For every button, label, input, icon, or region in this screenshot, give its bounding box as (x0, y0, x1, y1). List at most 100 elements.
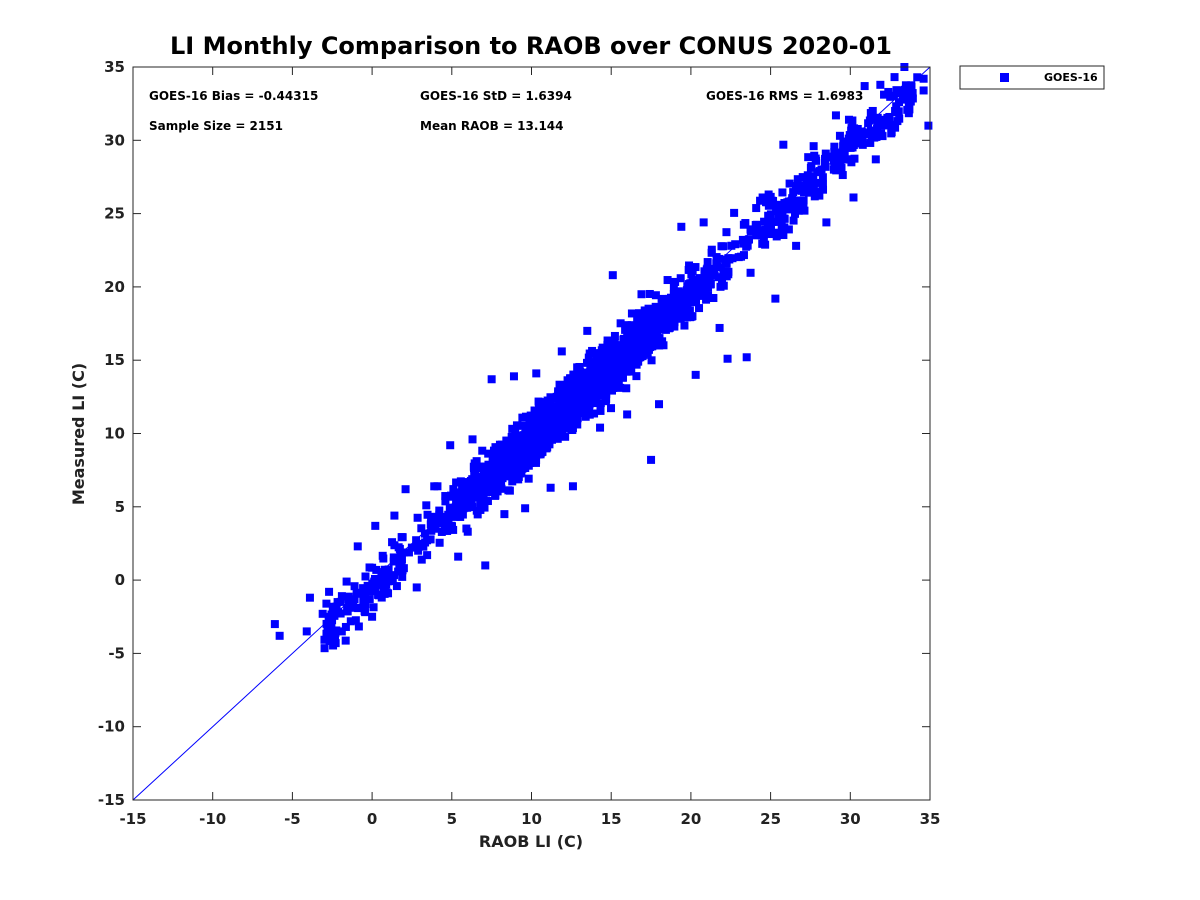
data-point (566, 377, 575, 386)
data-point (691, 370, 700, 379)
data-point (556, 385, 565, 394)
data-point (560, 408, 569, 417)
data-point (669, 283, 678, 292)
data-point (858, 136, 867, 145)
data-point (745, 235, 754, 244)
data-point (671, 277, 680, 286)
data-point (365, 582, 374, 591)
data-point (498, 440, 507, 449)
data-point (444, 510, 453, 519)
data-point (341, 636, 350, 645)
x-axis-label: RAOB LI (C) (479, 832, 583, 851)
data-point (707, 248, 716, 257)
data-point (462, 494, 471, 503)
data-point (886, 92, 895, 101)
data-point (656, 325, 665, 334)
data-point (635, 309, 644, 318)
data-point (789, 216, 798, 225)
data-point (822, 218, 831, 227)
data-point (412, 583, 421, 592)
data-point (704, 291, 713, 300)
data-point (866, 138, 875, 147)
data-point (584, 353, 593, 362)
data-point (557, 347, 566, 356)
data-point (772, 217, 781, 226)
data-point (587, 391, 596, 400)
data-point (490, 474, 499, 483)
data-point (688, 312, 697, 321)
data-point (627, 367, 636, 376)
data-point (503, 443, 512, 452)
data-point (646, 326, 655, 335)
data-point (596, 399, 605, 408)
data-point (399, 564, 408, 573)
data-point (647, 314, 656, 323)
data-point (556, 413, 565, 422)
data-point (734, 253, 743, 262)
data-point (682, 291, 691, 300)
data-point (604, 362, 613, 371)
data-point (804, 153, 813, 162)
data-point (478, 446, 487, 455)
data-point (676, 274, 685, 283)
data-point (497, 449, 506, 458)
data-point (590, 409, 599, 418)
data-point (476, 498, 485, 507)
data-point (857, 127, 866, 136)
data-point (636, 328, 645, 337)
data-point (880, 90, 889, 99)
data-point (808, 185, 817, 194)
data-point (441, 497, 450, 506)
data-point (608, 271, 617, 280)
data-point (832, 152, 841, 161)
data-point (838, 171, 847, 180)
plot-area (132, 63, 933, 801)
data-point (368, 612, 377, 621)
data-point (479, 462, 488, 471)
data-point (618, 351, 627, 360)
data-point (779, 204, 788, 213)
data-point (866, 126, 875, 135)
data-point (665, 323, 674, 332)
data-point (435, 506, 444, 515)
data-point (445, 492, 454, 501)
data-point (752, 204, 761, 213)
data-point (772, 207, 781, 216)
data-point (535, 441, 544, 450)
data-point (389, 553, 398, 562)
data-point (670, 318, 679, 327)
data-point (606, 373, 615, 382)
data-point (476, 505, 485, 514)
data-point (623, 410, 632, 419)
data-point (568, 482, 577, 491)
data-point (792, 241, 801, 250)
data-point (360, 586, 369, 595)
x-tick-label: 10 (521, 810, 542, 828)
data-point (322, 599, 331, 608)
data-point (484, 488, 493, 497)
data-point (417, 555, 426, 564)
data-point (762, 198, 771, 207)
data-point (769, 201, 778, 210)
data-point (625, 344, 634, 353)
data-point (601, 379, 610, 388)
data-point (703, 264, 712, 273)
data-point (752, 231, 761, 240)
data-point (768, 196, 777, 205)
data-point (407, 543, 416, 552)
data-point (794, 196, 803, 205)
data-point (532, 456, 541, 465)
data-point (523, 449, 532, 458)
data-point (793, 175, 802, 184)
data-point (800, 188, 809, 197)
data-point (526, 411, 535, 420)
data-point (452, 497, 461, 506)
data-point (390, 511, 399, 520)
data-point (327, 610, 336, 619)
data-point (530, 406, 539, 415)
data-point (709, 294, 718, 303)
data-point (361, 591, 370, 600)
data-point (742, 353, 751, 362)
data-point (784, 203, 793, 212)
rms-annotation: GOES-16 RMS = 1.6983 (706, 89, 863, 103)
